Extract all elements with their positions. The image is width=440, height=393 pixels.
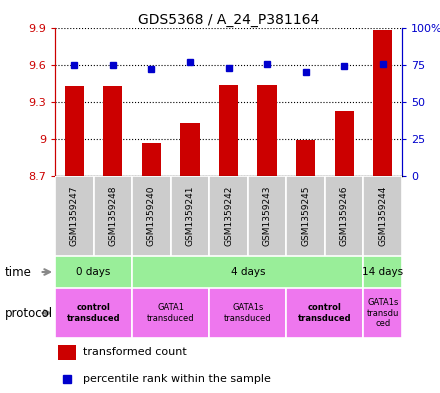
Bar	[363, 256, 402, 288]
Bar	[209, 288, 286, 338]
Text: GSM1359248: GSM1359248	[108, 186, 117, 246]
Bar	[325, 176, 363, 256]
Bar	[171, 176, 209, 256]
Text: percentile rank within the sample: percentile rank within the sample	[83, 374, 271, 384]
Text: GATA1
transduced: GATA1 transduced	[147, 303, 194, 323]
Text: time: time	[4, 266, 31, 279]
Bar	[363, 176, 402, 256]
Bar	[363, 288, 402, 338]
Bar	[55, 256, 132, 288]
Text: GSM1359246: GSM1359246	[340, 186, 348, 246]
Title: GDS5368 / A_24_P381164: GDS5368 / A_24_P381164	[138, 13, 319, 27]
Bar	[132, 176, 171, 256]
Bar	[373, 31, 392, 176]
Bar	[296, 140, 315, 176]
Text: GSM1359242: GSM1359242	[224, 186, 233, 246]
Bar	[103, 86, 122, 176]
Bar	[132, 256, 363, 288]
Text: GATA1s
transduced: GATA1s transduced	[224, 303, 271, 323]
Text: GSM1359244: GSM1359244	[378, 186, 387, 246]
Text: control
transduced: control transduced	[67, 303, 121, 323]
Bar	[334, 111, 354, 176]
Bar	[94, 176, 132, 256]
Text: transformed count: transformed count	[83, 347, 187, 357]
Text: GATA1s
transdu
ced: GATA1s transdu ced	[367, 298, 399, 328]
Text: GSM1359241: GSM1359241	[185, 186, 194, 246]
Bar	[248, 176, 286, 256]
Bar	[209, 176, 248, 256]
Bar	[65, 86, 84, 176]
Bar	[180, 123, 200, 176]
Bar	[286, 176, 325, 256]
Bar	[286, 288, 363, 338]
Text: 0 days: 0 days	[77, 267, 111, 277]
Text: GSM1359243: GSM1359243	[263, 186, 271, 246]
Bar	[55, 288, 132, 338]
Text: 14 days: 14 days	[362, 267, 403, 277]
Bar	[219, 85, 238, 176]
Text: GSM1359240: GSM1359240	[147, 186, 156, 246]
Bar	[142, 143, 161, 176]
Bar	[257, 85, 277, 176]
Bar	[132, 288, 209, 338]
Bar	[55, 176, 94, 256]
Text: control
transduced: control transduced	[298, 303, 352, 323]
Text: GSM1359245: GSM1359245	[301, 186, 310, 246]
Text: protocol: protocol	[4, 307, 52, 320]
Text: GSM1359247: GSM1359247	[70, 186, 79, 246]
Bar	[59, 345, 76, 360]
Text: 4 days: 4 days	[231, 267, 265, 277]
